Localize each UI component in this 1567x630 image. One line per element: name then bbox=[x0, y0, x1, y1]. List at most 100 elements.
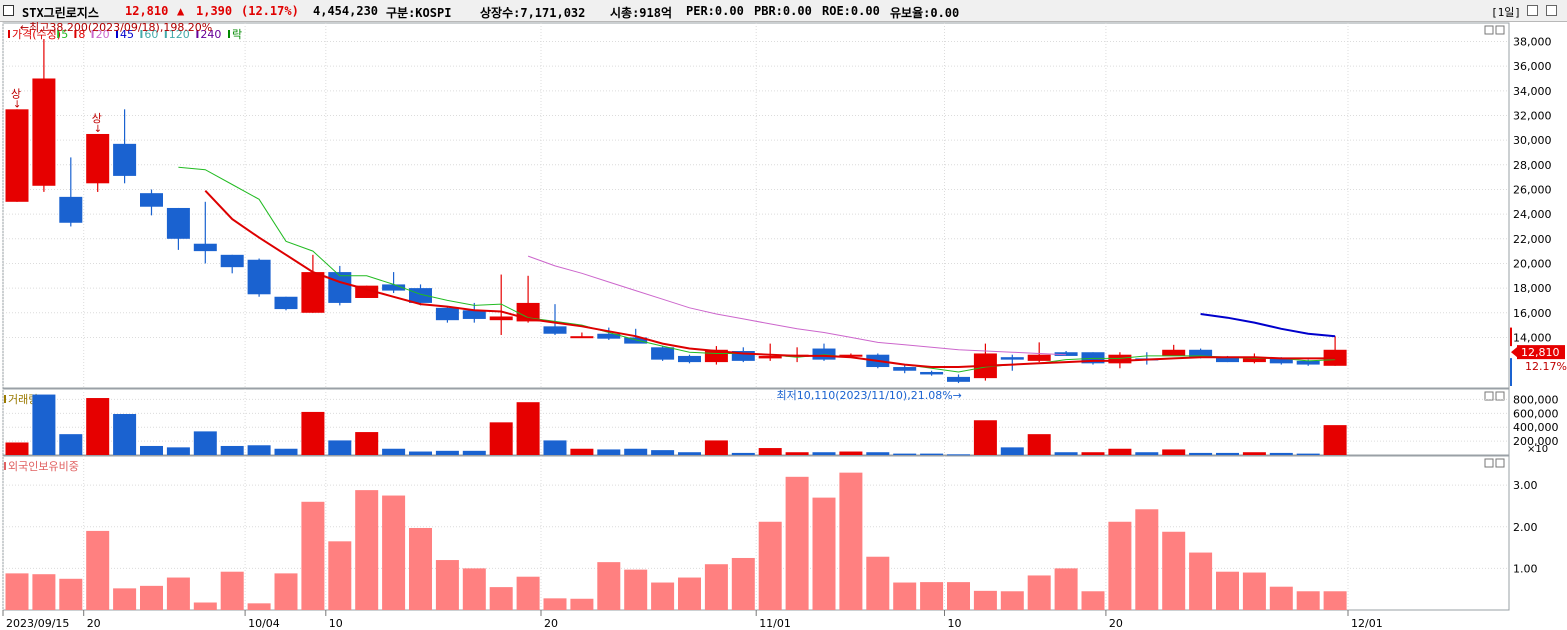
volume-bar[interactable] bbox=[166, 447, 190, 455]
foreign-ratio-bar[interactable] bbox=[328, 541, 352, 610]
candle-body[interactable] bbox=[328, 272, 352, 303]
foreign-ratio-bar[interactable] bbox=[839, 472, 863, 610]
candle-body[interactable] bbox=[5, 109, 29, 202]
foreign-ratio-bar[interactable] bbox=[1242, 572, 1266, 610]
candle-body[interactable] bbox=[758, 355, 782, 359]
volume-bar[interactable] bbox=[1135, 452, 1159, 455]
candle-body[interactable] bbox=[166, 207, 190, 239]
candle-body[interactable] bbox=[301, 272, 325, 313]
foreign-ratio-bar[interactable] bbox=[1296, 591, 1320, 610]
volume-bar[interactable] bbox=[462, 450, 486, 455]
foreign-ratio-bar[interactable] bbox=[812, 497, 836, 610]
foreign-ratio-bar[interactable] bbox=[59, 578, 83, 610]
volume-bar[interactable] bbox=[543, 440, 567, 455]
volume-bar[interactable] bbox=[758, 448, 782, 455]
candle-body[interactable] bbox=[1269, 358, 1293, 364]
select-checkbox[interactable] bbox=[3, 5, 14, 16]
candle-body[interactable] bbox=[839, 354, 863, 357]
candle-body[interactable] bbox=[1081, 352, 1105, 364]
volume-bar[interactable] bbox=[1054, 452, 1078, 455]
candle-body[interactable] bbox=[86, 133, 110, 184]
volume-bar[interactable] bbox=[220, 445, 244, 455]
volume-bar[interactable] bbox=[5, 442, 29, 455]
candle-body[interactable] bbox=[812, 348, 836, 360]
volume-bar[interactable] bbox=[247, 445, 271, 455]
volume-bar[interactable] bbox=[328, 440, 352, 455]
candle-body[interactable] bbox=[893, 367, 917, 371]
volume-bar[interactable] bbox=[86, 398, 110, 455]
volume-bar[interactable] bbox=[516, 402, 540, 455]
foreign-ratio-bar[interactable] bbox=[5, 573, 29, 610]
foreign-ratio-bar[interactable] bbox=[920, 582, 944, 610]
candle-body[interactable] bbox=[678, 355, 701, 363]
foreign-ratio-bar[interactable] bbox=[274, 573, 298, 610]
foreign-ratio-bar[interactable] bbox=[973, 590, 997, 610]
foreign-ratio-bar[interactable] bbox=[866, 556, 890, 610]
foreign-ratio-bar[interactable] bbox=[651, 582, 675, 610]
foreign-ratio-bar[interactable] bbox=[516, 576, 540, 610]
candle-body[interactable] bbox=[543, 326, 567, 334]
pane-close-icon[interactable] bbox=[1495, 25, 1505, 35]
volume-bar[interactable] bbox=[920, 453, 944, 455]
volume-bar[interactable] bbox=[812, 452, 836, 455]
candle-body[interactable] bbox=[1296, 360, 1320, 365]
candle-body[interactable] bbox=[140, 193, 163, 207]
candle-body[interactable] bbox=[59, 196, 83, 223]
candle-body[interactable] bbox=[193, 243, 217, 252]
volume-bar[interactable] bbox=[597, 449, 621, 455]
pane-minimize-icon[interactable] bbox=[1484, 458, 1494, 468]
foreign-ratio-bar[interactable] bbox=[947, 582, 970, 610]
volume-bar[interactable] bbox=[355, 432, 379, 455]
candle-body[interactable] bbox=[1108, 354, 1132, 364]
foreign-ratio-bar[interactable] bbox=[489, 587, 513, 610]
candle-body[interactable] bbox=[220, 254, 244, 268]
volume-bar[interactable] bbox=[1162, 449, 1186, 455]
candle-body[interactable] bbox=[274, 296, 298, 310]
stock-chart[interactable]: 38,000 36,000 34,000 32,000 30,000 28,000 26,0… bbox=[0, 22, 1567, 630]
foreign-ratio-bar[interactable] bbox=[1323, 591, 1347, 610]
candle-body[interactable] bbox=[1000, 357, 1024, 360]
maximize-icon[interactable] bbox=[1527, 5, 1538, 16]
candle-body[interactable] bbox=[489, 316, 513, 321]
candle-body[interactable] bbox=[1054, 352, 1078, 356]
volume-bar[interactable] bbox=[274, 448, 298, 455]
foreign-ratio-bar[interactable] bbox=[382, 495, 406, 610]
foreign-ratio-bar[interactable] bbox=[1269, 586, 1293, 610]
volume-bar[interactable] bbox=[947, 454, 970, 456]
foreign-ratio-bar[interactable] bbox=[758, 521, 782, 610]
foreign-ratio-bar[interactable] bbox=[301, 501, 325, 610]
volume-bar[interactable] bbox=[1242, 452, 1266, 455]
volume-bar[interactable] bbox=[59, 434, 83, 455]
foreign-ratio-bar[interactable] bbox=[113, 588, 137, 610]
foreign-ratio-bar[interactable] bbox=[140, 585, 163, 610]
volume-bar[interactable] bbox=[785, 452, 809, 455]
volume-bar[interactable] bbox=[193, 431, 217, 455]
foreign-ratio-bar[interactable] bbox=[597, 562, 621, 610]
foreign-ratio-bar[interactable] bbox=[570, 598, 594, 610]
close-icon[interactable] bbox=[1546, 5, 1557, 16]
foreign-ratio-bar[interactable] bbox=[462, 568, 486, 610]
foreign-ratio-bar[interactable] bbox=[86, 530, 110, 610]
volume-bar[interactable] bbox=[678, 452, 701, 455]
foreign-ratio-bar[interactable] bbox=[32, 574, 56, 610]
foreign-ratio-bar[interactable] bbox=[409, 528, 432, 610]
pane-minimize-icon[interactable] bbox=[1484, 391, 1494, 401]
volume-bar[interactable] bbox=[651, 450, 675, 455]
foreign-ratio-bar[interactable] bbox=[624, 569, 648, 610]
candle-body[interactable] bbox=[113, 143, 137, 176]
volume-bar[interactable] bbox=[1216, 452, 1239, 455]
candle-body[interactable] bbox=[920, 371, 944, 375]
volume-bar[interactable] bbox=[489, 422, 513, 455]
candle-body[interactable] bbox=[570, 336, 594, 339]
candle-body[interactable] bbox=[382, 284, 406, 291]
candle-body[interactable] bbox=[247, 259, 271, 295]
volume-bar[interactable] bbox=[32, 394, 56, 455]
volume-bar[interactable] bbox=[1027, 434, 1051, 455]
volume-bar[interactable] bbox=[1108, 448, 1132, 455]
foreign-ratio-bar[interactable] bbox=[355, 490, 379, 610]
candle-body[interactable] bbox=[651, 347, 675, 360]
foreign-ratio-bar[interactable] bbox=[435, 560, 459, 610]
foreign-ratio-bar[interactable] bbox=[1135, 509, 1159, 610]
foreign-ratio-bar[interactable] bbox=[893, 582, 917, 610]
volume-bar[interactable] bbox=[1189, 452, 1213, 455]
